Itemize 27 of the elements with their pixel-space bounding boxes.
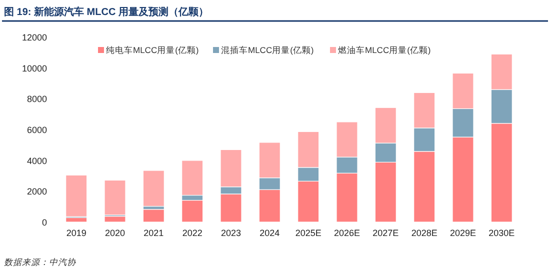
y-tick-label: 4000 [26, 156, 47, 166]
legend-label: 混插车MLCC用量(亿颗) [221, 45, 314, 55]
legend-label: 燃油车MLCC用量(亿颗) [338, 45, 431, 55]
bar [182, 200, 204, 222]
title: 图 19: 新能源汽车 MLCC 用量及预测（亿颗） [4, 7, 208, 18]
legend-label: 纯电车MLCC用量(亿颗) [106, 45, 199, 55]
x-tick-label: 2026E [334, 228, 360, 238]
y-tick-label: 8000 [26, 94, 47, 104]
x-tick-label: 2021 [144, 228, 164, 238]
y-tick-label: 2000 [26, 186, 47, 197]
source-note: 数据来源：中汽协 [4, 257, 76, 267]
x-tick-label: 2023 [220, 228, 242, 238]
x-tick-label: 2024 [260, 228, 280, 238]
y-tick-label: 12000 [22, 32, 47, 42]
y-tick-label: 0 [42, 218, 47, 228]
y-tick-label: 6000 [26, 125, 47, 135]
x-tick-label: 2028E [411, 228, 438, 238]
x-tick-label: 2030E [488, 228, 515, 238]
y-tick-label: 10000 [22, 63, 47, 74]
x-tick-label: 2025E [295, 228, 322, 238]
x-tick-label: 2029E [450, 228, 476, 238]
bar [142, 170, 164, 207]
x-tick-label: 2019 [66, 228, 86, 238]
x-tick-label: 2027E [372, 228, 399, 238]
bar [142, 209, 164, 222]
x-tick-label: 2020 [104, 228, 126, 238]
x-tick-label: 2022 [182, 228, 202, 238]
